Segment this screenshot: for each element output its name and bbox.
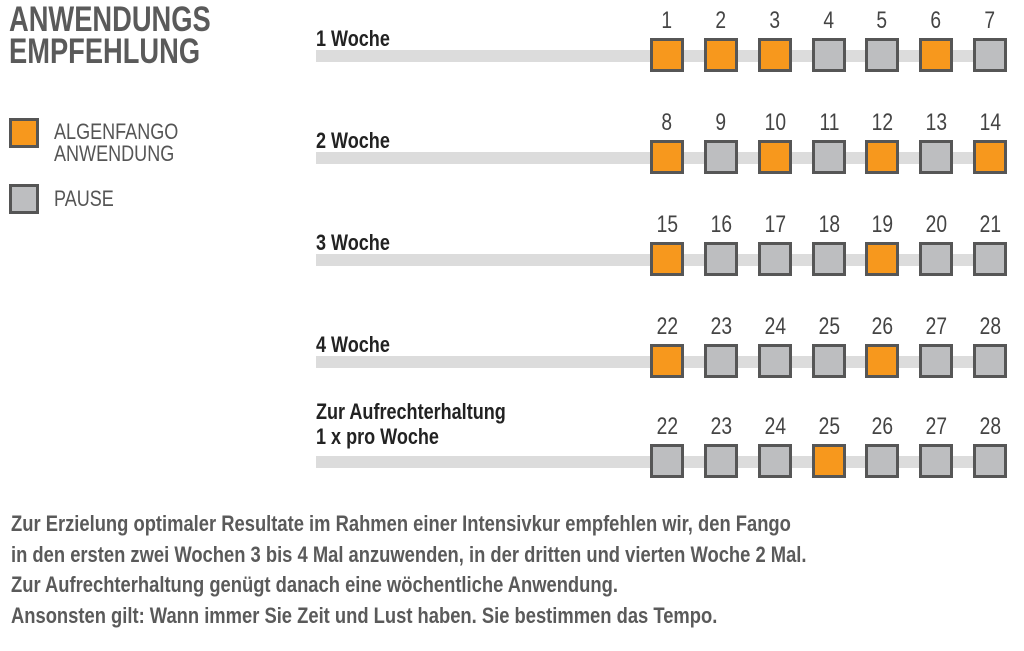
day-number: 27 [925,313,947,340]
pause-box [704,140,738,174]
day-number: 20 [925,211,947,238]
pause-box [704,344,738,378]
application-box [758,38,792,72]
day-number: 25 [818,413,840,440]
pause-box [865,444,899,478]
day-number: 22 [656,413,678,440]
application-box [812,444,846,478]
row-label: 2 Woche [316,128,390,153]
day-number: 4 [823,7,835,34]
day-number: 23 [710,413,732,440]
day-number: 15 [656,211,678,238]
pause-box [919,444,953,478]
row-label: 1 Woche [316,26,390,51]
application-box [650,344,684,378]
pause-box [758,344,792,378]
application-box [973,140,1007,174]
day-number: 11 [819,109,839,136]
day-number: 27 [925,413,947,440]
day-number: 24 [764,313,786,340]
application-box [650,38,684,72]
day-number: 17 [764,211,786,238]
row-label: 4 Woche [316,332,390,357]
pause-box [865,38,899,72]
day-number: 24 [764,413,786,440]
pause-box [812,344,846,378]
day-number: 18 [818,211,840,238]
application-box [865,344,899,378]
pause-box [973,38,1007,72]
day-number: 13 [925,109,947,136]
row-label: 3 Woche [316,230,390,255]
application-box [650,140,684,174]
pause-box [758,242,792,276]
day-number: 19 [871,211,893,238]
pause-box [704,444,738,478]
page-title: ANWENDUNGS EMPFEHLUNG [9,0,211,71]
day-number: 8 [661,109,673,136]
day-number: 7 [984,7,996,34]
pause-box [812,140,846,174]
application-box [704,38,738,72]
day-number: 3 [769,7,781,34]
day-number: 12 [871,109,893,136]
application-box [650,242,684,276]
day-number: 22 [656,313,678,340]
pause-box [919,140,953,174]
day-number: 1 [661,7,673,34]
application-box [758,140,792,174]
day-number: 28 [979,313,1001,340]
pause-box [704,242,738,276]
application-box [865,242,899,276]
day-number: 26 [871,313,893,340]
day-number: 28 [979,413,1001,440]
pause-box [919,242,953,276]
day-number: 14 [979,109,1001,136]
pause-box [812,38,846,72]
legend-application: ALGENFANGO ANWENDUNG [9,118,206,165]
application-box [865,140,899,174]
day-number: 26 [871,413,893,440]
pause-box [758,444,792,478]
pause-box [650,444,684,478]
pause-box [973,242,1007,276]
row-label: Zur Aufrechterhaltung 1 x pro Woche [316,399,506,449]
pause-box [919,344,953,378]
application-box [919,38,953,72]
pause-box [812,242,846,276]
legend-pause: PAUSE [9,184,127,214]
pause-box [973,444,1007,478]
pause-box [973,344,1007,378]
application-swatch-icon [9,118,39,148]
day-number: 6 [930,7,942,34]
day-number: 10 [764,109,786,136]
day-number: 2 [715,7,727,34]
pause-swatch-icon [9,184,39,214]
day-number: 16 [710,211,732,238]
day-number: 21 [979,211,1001,238]
description: Zur Erzielung optimaler Resultate im Rah… [11,511,807,628]
day-number: 9 [715,109,727,136]
day-number: 5 [876,7,888,34]
day-number: 25 [818,313,840,340]
day-number: 23 [710,313,732,340]
